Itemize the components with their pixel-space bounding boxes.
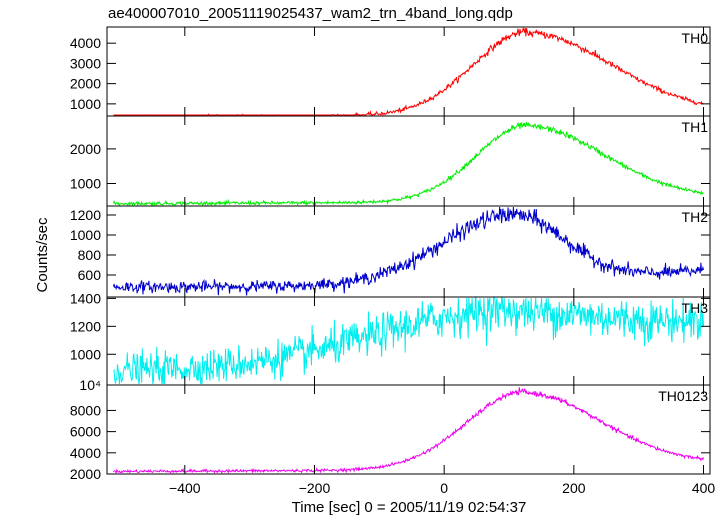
panel-th0: 1000 2000 3000 4000 TH0 — [70, 26, 711, 117]
y-tick-label: 1000 — [70, 176, 101, 192]
x-tick-label: 200 — [562, 480, 586, 496]
y-tick-label: 1000 — [70, 96, 101, 112]
y-tick-label: 1400 — [70, 290, 101, 306]
panel-frame — [106, 384, 711, 475]
y-tick-label: 4000 — [70, 445, 101, 461]
y-tick-label-top: 10⁴ — [79, 377, 101, 393]
x-tick-label: −400 — [169, 480, 201, 496]
panel-frame — [106, 115, 711, 207]
y-tick-label: 800 — [78, 247, 102, 263]
series-line-th3 — [113, 297, 704, 385]
y-tick-label: 600 — [78, 267, 102, 283]
panel-label: TH0 — [682, 30, 709, 46]
series-line-th0 — [113, 26, 704, 117]
panel-label: TH0123 — [658, 388, 708, 404]
chart-title: ae400007010_20051119025437_wam2_trn_4ban… — [108, 5, 513, 22]
y-tick-label: 2000 — [70, 466, 101, 482]
y-tick-label: 1000 — [70, 227, 101, 243]
y-tick-label: 2000 — [70, 76, 101, 92]
panel-frame — [106, 205, 711, 298]
panel-label: TH2 — [682, 209, 709, 225]
y-tick-label: 2000 — [70, 141, 101, 157]
x-tick-label: 0 — [440, 480, 448, 496]
panel-frame — [106, 26, 711, 117]
y-tick-label: 8000 — [70, 402, 101, 418]
y-tick-label: 1000 — [70, 346, 101, 362]
panel-th2: 600 800 1000 1200 TH2 — [70, 205, 711, 298]
series-line-th0123 — [113, 387, 704, 475]
y-tick-label: 3000 — [70, 55, 101, 71]
panel-th0123: 2000 4000 6000 8000 10⁴ TH0123 — [70, 377, 711, 482]
series-line-th1 — [113, 121, 704, 207]
x-axis-label: Time [sec] 0 = 2005/11/19 02:54:37 — [292, 499, 527, 516]
panel-label: TH3 — [682, 300, 709, 316]
y-tick-label: 1200 — [70, 318, 101, 334]
series-line-th2 — [113, 206, 704, 296]
x-tick-label: 400 — [692, 480, 716, 496]
panel-th1: 1000 2000 TH1 — [70, 115, 711, 207]
y-tick-label: 1200 — [70, 207, 101, 223]
panel-th3: 1000 1200 1400 TH3 — [70, 290, 711, 386]
y-tick-label: 4000 — [70, 35, 101, 51]
x-tick-label: −200 — [299, 480, 331, 496]
panel-label: TH1 — [682, 119, 709, 135]
y-axis-label: Counts/sec — [34, 217, 51, 293]
y-tick-label: 6000 — [70, 424, 101, 440]
